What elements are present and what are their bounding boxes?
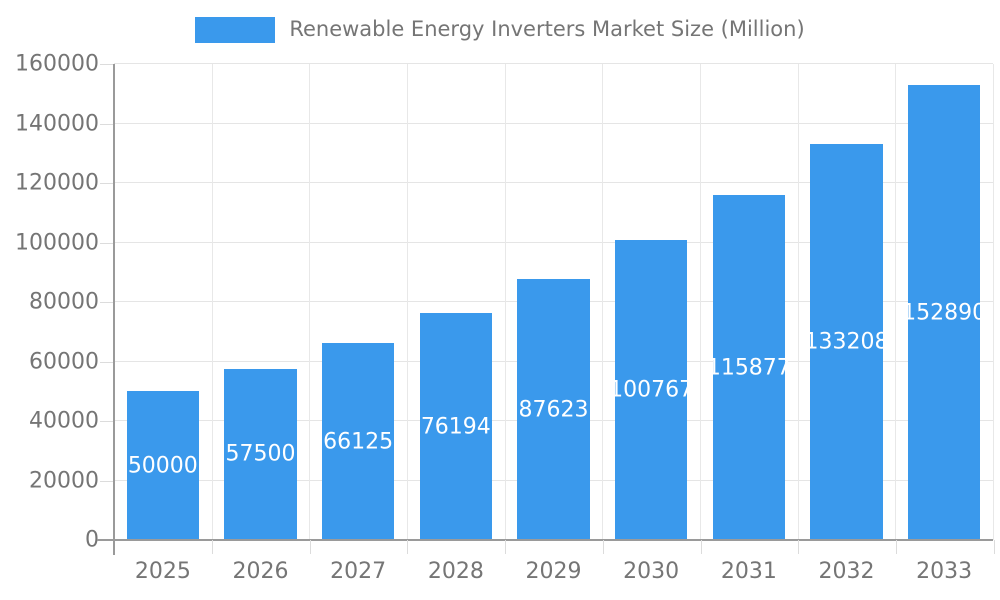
bar-value-label: 133208 [804, 329, 889, 355]
bar-value-label: 57500 [225, 441, 296, 467]
x-tick-label: 2030 [623, 559, 680, 584]
y-tick-label: 0 [85, 527, 99, 553]
y-tick-mark [100, 480, 114, 482]
y-tick-label: 160000 [15, 51, 99, 77]
x-tick-label: 2026 [232, 559, 289, 584]
bar-2031[interactable]: 115877 [707, 195, 791, 540]
vertical-gridline [895, 64, 897, 540]
vertical-gridline [699, 64, 701, 540]
x-tick-mark [309, 540, 311, 554]
y-axis-labels: 0 20000 40000 60000 80000 100000 120000 140000 1… [0, 52, 99, 553]
y-tick-label: 140000 [15, 111, 99, 136]
x-axis-line [97, 539, 993, 541]
bar-2030[interactable]: 100767 [609, 240, 693, 540]
x-tick-mark [211, 540, 213, 554]
x-tick-label: 2027 [330, 559, 387, 584]
y-tick-mark [100, 183, 114, 184]
legend-swatch [195, 17, 276, 43]
x-axis-labels: 2025 2026 2027 2028 2029 2030 2031 2032 2033 [114, 559, 993, 589]
x-tick-mark [896, 540, 898, 554]
y-tick-label: 40000 [29, 408, 99, 434]
bar-value-label: 50000 [127, 453, 198, 479]
bar-value-label: 115877 [706, 355, 791, 381]
legend-label: Renewable Energy Inverters Market Size (… [289, 17, 805, 42]
x-tick-mark [407, 540, 409, 554]
y-tick-mark [100, 123, 114, 125]
vertical-gridline [993, 64, 994, 540]
horizontal-gridline [114, 182, 993, 183]
y-axis-ticks [100, 64, 114, 541]
horizontal-gridline [114, 63, 993, 64]
y-tick-mark [100, 302, 114, 303]
bar-value-label: 152890 [902, 300, 987, 326]
horizontal-gridline [114, 122, 993, 124]
x-tick-label: 2028 [427, 559, 484, 584]
bar-2029[interactable]: 87623 [517, 279, 590, 540]
y-tick-mark [100, 421, 114, 422]
x-tick-label: 2029 [525, 559, 582, 584]
bar-value-label: 100767 [609, 377, 694, 403]
bar-2032[interactable]: 133208 [804, 143, 888, 540]
y-tick-mark [100, 242, 114, 244]
x-tick-label: 2032 [818, 559, 875, 584]
bar-2026[interactable]: 57500 [224, 368, 297, 540]
plot-area: 50000 57500 66125 76194 87623 100767 115877 133… [114, 63, 994, 540]
bar-2033[interactable]: 152890 [902, 85, 986, 540]
y-tick-label: 120000 [15, 170, 99, 196]
y-tick-mark [100, 64, 114, 65]
y-tick-mark [100, 361, 114, 363]
x-axis-ticks [114, 540, 995, 554]
legend-item[interactable]: Renewable Energy Inverters Market Size (… [0, 17, 1000, 43]
vertical-gridline [504, 64, 506, 540]
bar-2025[interactable]: 50000 [126, 391, 199, 540]
x-tick-label: 2033 [916, 559, 973, 584]
x-tick-mark [505, 540, 507, 554]
vertical-gridline [309, 64, 311, 540]
y-axis-line [113, 64, 115, 555]
x-tick-label: 2025 [134, 559, 191, 584]
horizontal-gridline [114, 241, 993, 243]
bar-2027[interactable]: 66125 [322, 343, 395, 540]
vertical-gridline [797, 64, 799, 540]
y-tick-label: 100000 [15, 230, 99, 255]
bar-value-label: 87623 [518, 397, 589, 423]
bar-2028[interactable]: 76194 [419, 313, 492, 540]
vertical-gridline [406, 64, 408, 540]
bar-value-label: 76194 [420, 414, 491, 440]
x-tick-mark [798, 540, 800, 554]
y-tick-label: 20000 [29, 468, 99, 493]
x-tick-mark [994, 540, 995, 554]
y-tick-label: 80000 [29, 289, 99, 315]
x-tick-mark [602, 540, 604, 554]
x-tick-mark [700, 540, 702, 554]
y-tick-label: 60000 [29, 349, 99, 374]
bar-value-label: 66125 [323, 429, 394, 455]
vertical-gridline [602, 64, 604, 540]
x-tick-label: 2031 [720, 559, 777, 584]
vertical-gridline [211, 64, 213, 540]
